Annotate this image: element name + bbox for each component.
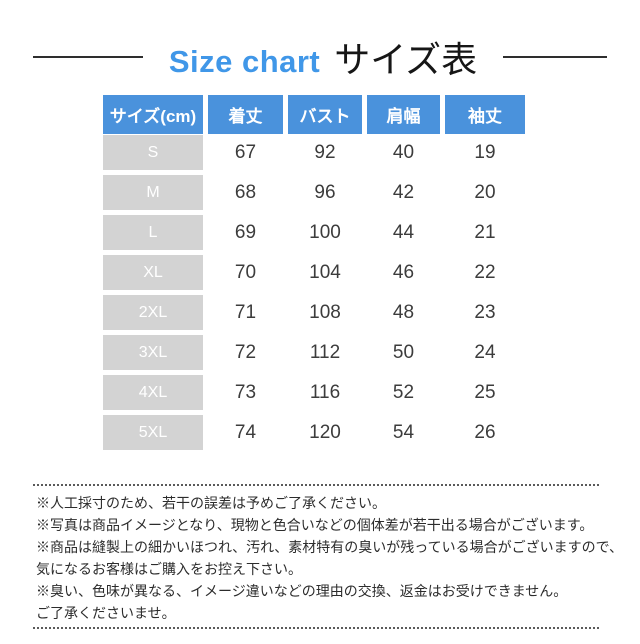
column-header-bust: バスト (288, 95, 362, 134)
value-cell: 108 (288, 295, 362, 330)
size-cell: L (103, 215, 203, 250)
title-text: Size chart サイズ表 (169, 31, 477, 83)
size-cell: 5XL (103, 415, 203, 450)
value-cell: 92 (288, 135, 362, 170)
value-cell: 19 (445, 135, 525, 170)
value-cell: 26 (445, 415, 525, 450)
value-cell: 67 (208, 135, 283, 170)
size-table: サイズ(cm) 着丈 バスト 肩幅 袖丈 S 67 92 40 19 M 68 … (103, 95, 525, 450)
value-cell: 42 (367, 175, 440, 210)
column-header-sleeve: 袖丈 (445, 95, 525, 134)
value-cell: 69 (208, 215, 283, 250)
size-cell: 2XL (103, 295, 203, 330)
size-cell: M (103, 175, 203, 210)
value-cell: 25 (445, 375, 525, 410)
value-cell: 71 (208, 295, 283, 330)
value-cell: 104 (288, 255, 362, 290)
value-cell: 20 (445, 175, 525, 210)
value-cell: 21 (445, 215, 525, 250)
value-cell: 68 (208, 175, 283, 210)
disclaimer-notes: ※人工採寸のため、若干の誤差は予めご了承ください。 ※写真は商品イメージとなり、… (33, 484, 624, 629)
note-line: ※商品は縫製上の細かいほつれ、汚れ、素材特有の臭いが残っている場合がございますの… (36, 539, 624, 555)
value-cell: 100 (288, 215, 362, 250)
title-japanese: サイズ表 (334, 39, 478, 80)
note-line: ※写真は商品イメージとなり、現物と色合いなどの個体差が若干出る場合がございます。 (36, 517, 594, 533)
size-cell: XL (103, 255, 203, 290)
page-title: Size chart サイズ表 (0, 34, 640, 80)
title-right-line (503, 56, 608, 58)
value-cell: 23 (445, 295, 525, 330)
value-cell: 24 (445, 335, 525, 370)
value-cell: 44 (367, 215, 440, 250)
value-cell: 54 (367, 415, 440, 450)
column-header-length: 着丈 (208, 95, 283, 134)
size-cell: 3XL (103, 335, 203, 370)
note-line: ご了承くださいませ。 (36, 605, 176, 621)
value-cell: 50 (367, 335, 440, 370)
value-cell: 22 (445, 255, 525, 290)
value-cell: 73 (208, 375, 283, 410)
value-cell: 40 (367, 135, 440, 170)
value-cell: 46 (367, 255, 440, 290)
value-cell: 72 (208, 335, 283, 370)
note-line: 気になるお客様はご購入をお控え下さい。 (36, 561, 302, 577)
value-cell: 70 (208, 255, 283, 290)
value-cell: 116 (288, 375, 362, 410)
value-cell: 120 (288, 415, 362, 450)
size-cell: S (103, 135, 203, 170)
value-cell: 74 (208, 415, 283, 450)
value-cell: 112 (288, 335, 362, 370)
column-header-size: サイズ(cm) (103, 95, 203, 134)
value-cell: 96 (288, 175, 362, 210)
note-line: ※臭い、色味が異なる、イメージ違いなどの理由の交換、返金はお受けできません。 (36, 583, 568, 599)
value-cell: 48 (367, 295, 440, 330)
title-english: Size chart (168, 44, 321, 79)
column-header-shoulder: 肩幅 (367, 95, 440, 134)
note-line: ※人工採寸のため、若干の誤差は予めご了承ください。 (36, 495, 386, 511)
title-left-line (32, 56, 143, 58)
value-cell: 52 (367, 375, 440, 410)
size-cell: 4XL (103, 375, 203, 410)
